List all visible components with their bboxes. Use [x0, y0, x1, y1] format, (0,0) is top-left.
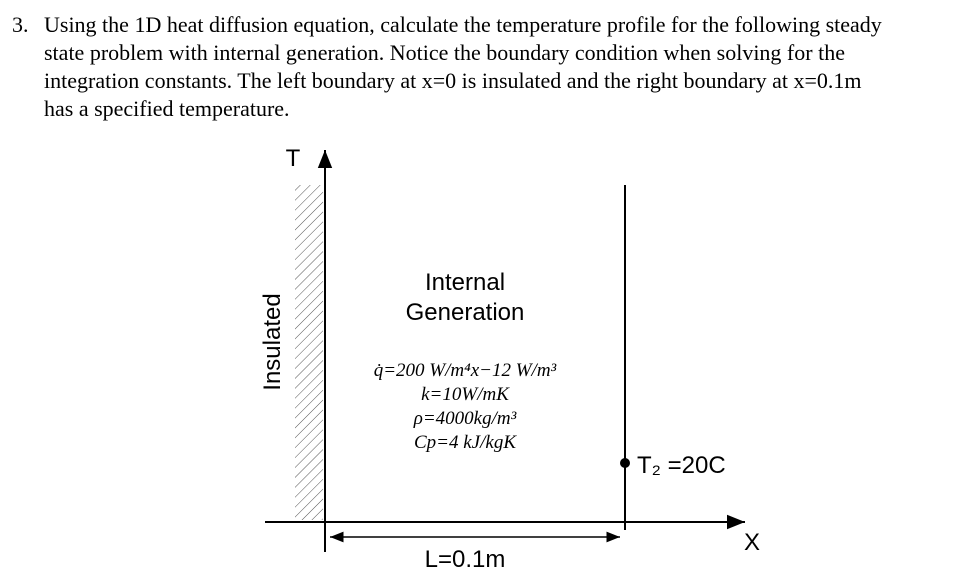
insulated-label: Insulated	[259, 293, 286, 390]
insulation-hatch	[295, 185, 323, 520]
problem-line: state problem with internal generation. …	[44, 40, 845, 65]
equation: k=10W/mK	[421, 384, 510, 405]
equation: Cp=4 kJ/kgK	[414, 432, 517, 453]
problem-number: 3.	[12, 12, 29, 37]
problem-line: has a specified temperature.	[44, 96, 290, 121]
t-axis-label: T	[286, 145, 301, 172]
region-title: Internal	[425, 269, 505, 296]
boundary-point	[620, 458, 630, 468]
problem-line: Using the 1D heat diffusion equation, ca…	[44, 12, 882, 37]
problem-line: integration constants. The left boundary…	[44, 68, 861, 93]
region-title: Generation	[406, 299, 525, 326]
boundary-label: T₂ =20C	[637, 452, 726, 479]
length-label: L=0.1m	[425, 546, 506, 573]
equation: ρ=4000kg/m³	[413, 408, 517, 429]
x-axis-label: X	[744, 529, 760, 556]
equation: q̇=200 W/m⁴x−12 W/m³	[374, 360, 557, 381]
